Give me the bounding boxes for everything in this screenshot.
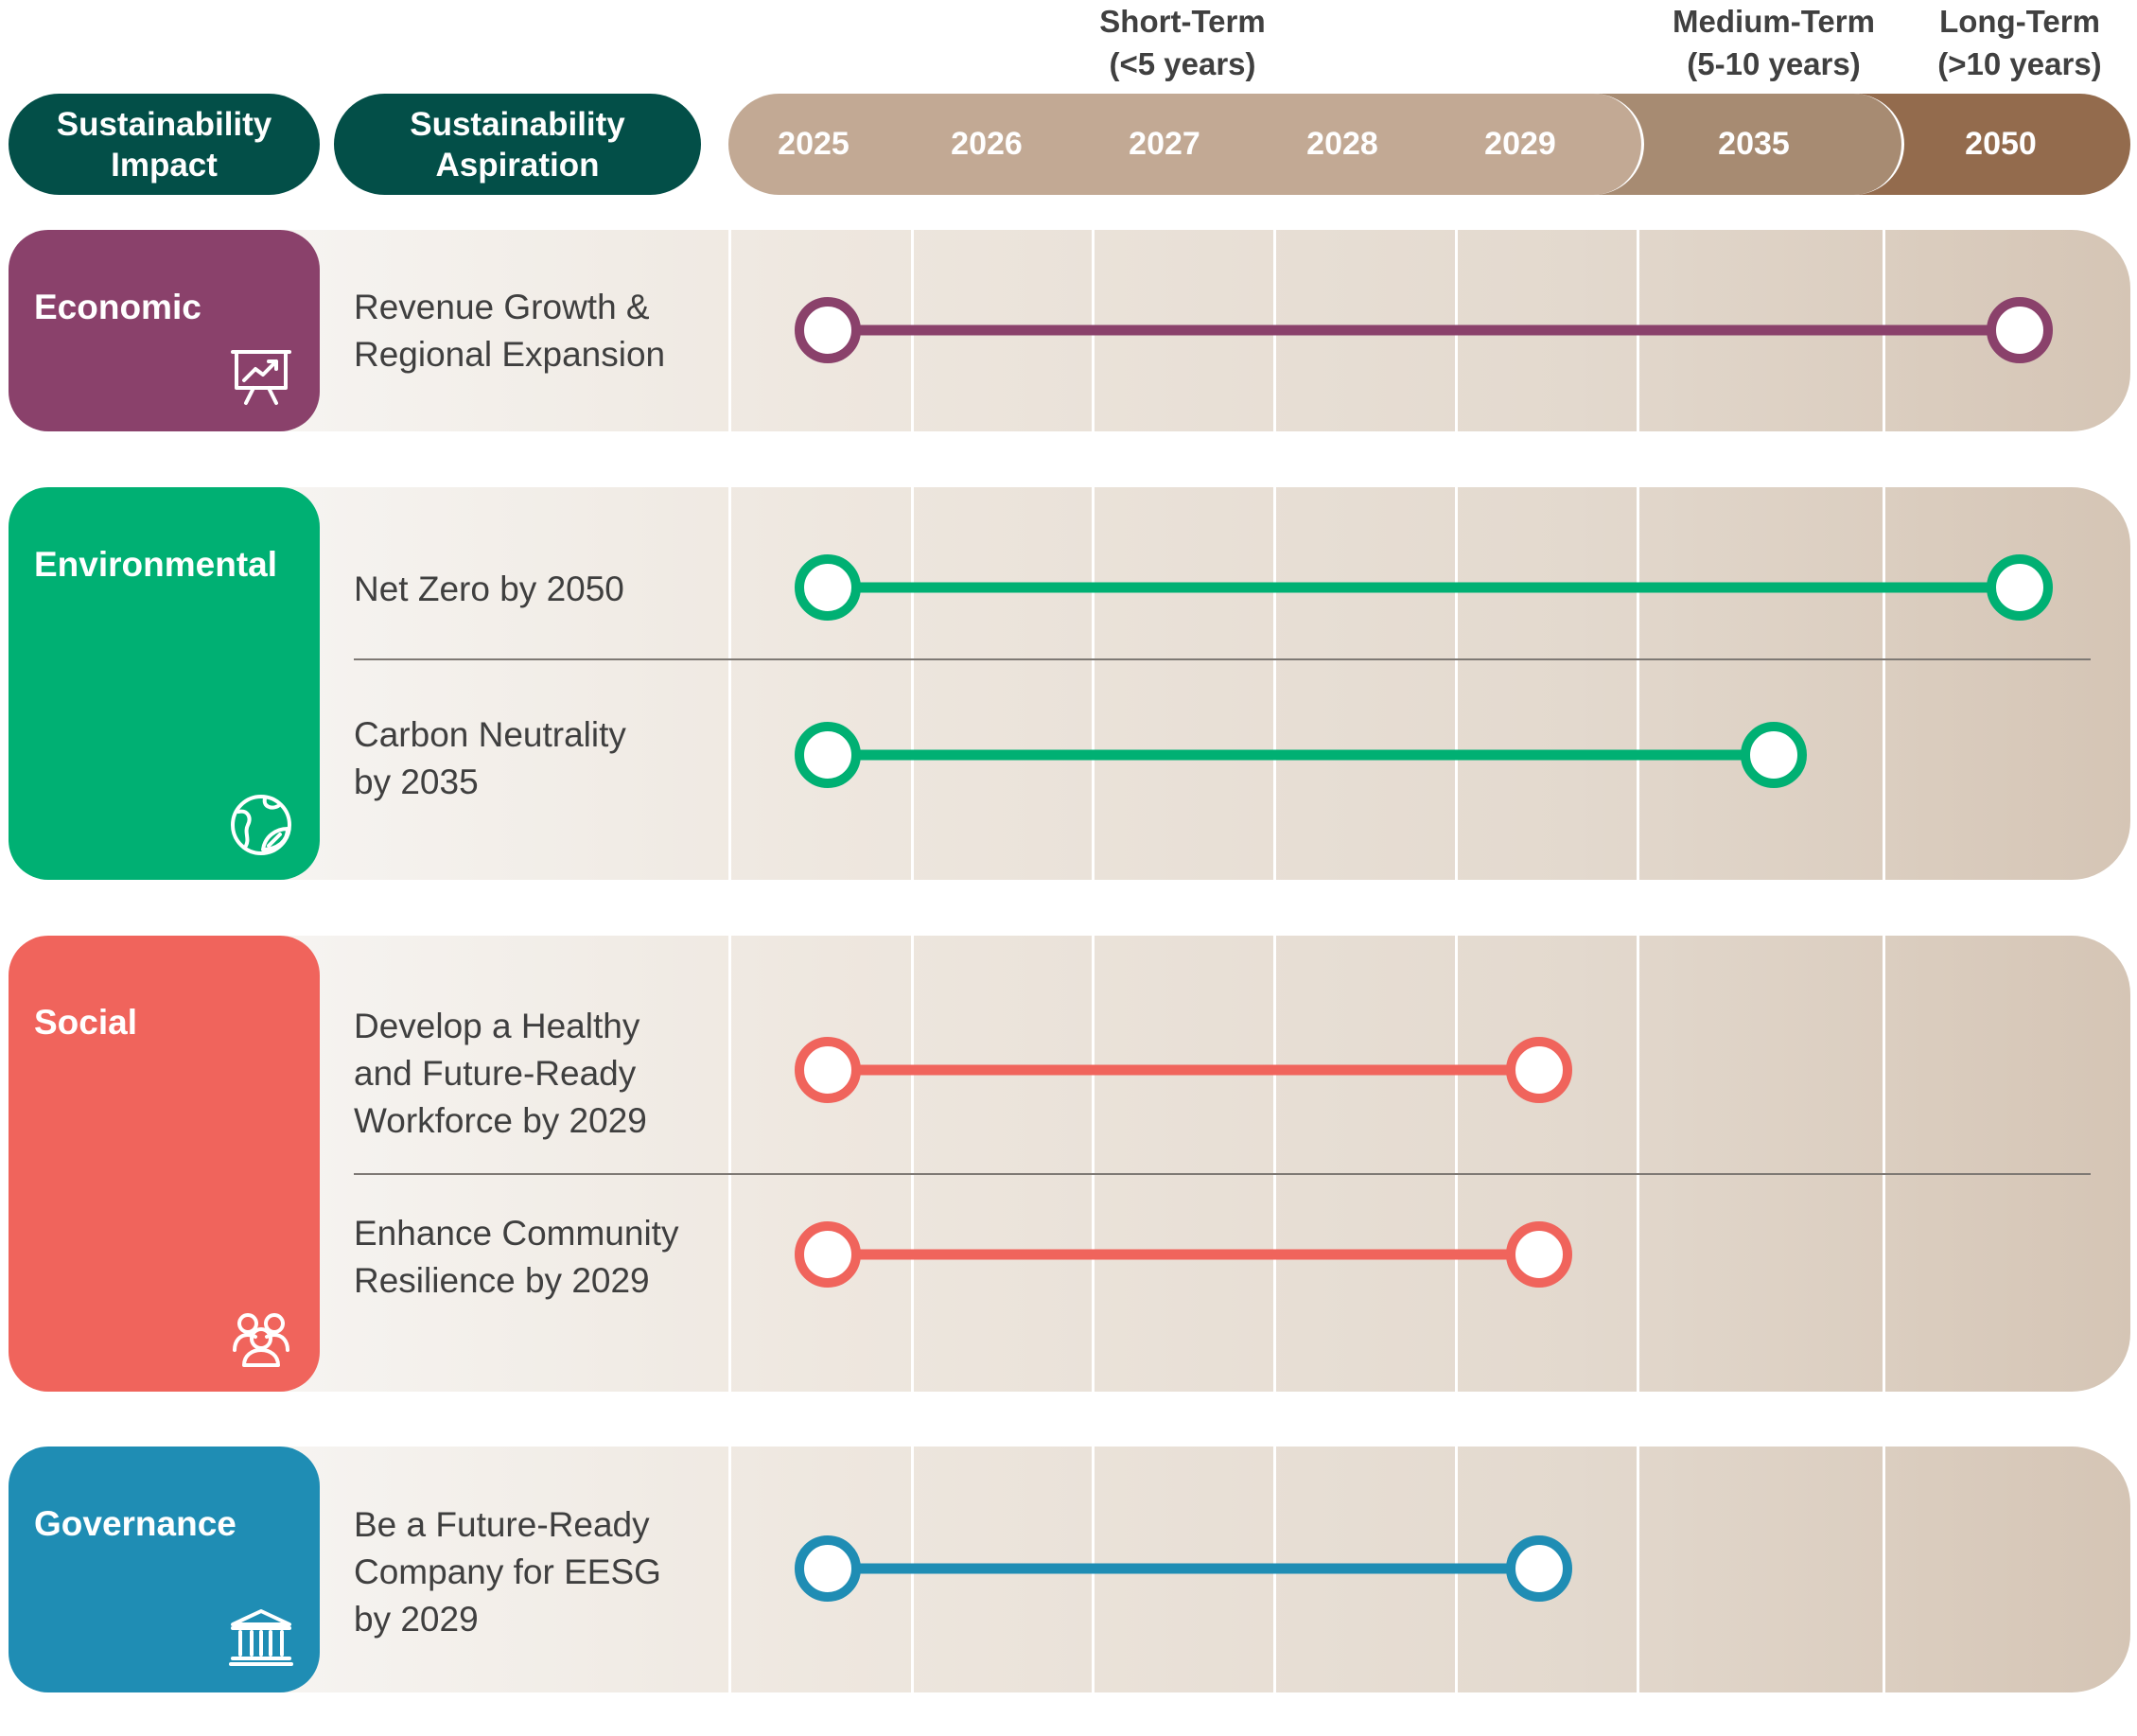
aspiration-healthy-workforce: Develop a Healthy and Future-Ready Workf… [354, 1007, 647, 1140]
social-row-panel [274, 936, 2130, 1392]
timeline-marker-economic-1-end [1987, 297, 2053, 363]
year-label-2029: 2029 [1484, 126, 1556, 162]
year-label-2026: 2026 [951, 126, 1023, 162]
timeline-marker-economic-1-start [795, 297, 861, 363]
timeline-marker-environmental-1-end [1987, 554, 2053, 621]
timeline-marker-governance-1-start [795, 1535, 861, 1602]
environmental-row-panel [274, 487, 2130, 880]
timeline-marker-environmental-2-start [795, 722, 861, 788]
short-term-label: Short-Term (<5 years) [1099, 4, 1266, 81]
short-term-segment [728, 94, 1644, 195]
timeline-marker-social-1-start [795, 1037, 861, 1103]
year-label-2028: 2028 [1306, 126, 1378, 162]
social-label: Social [34, 1003, 137, 1042]
presentation-chart-icon [231, 350, 291, 405]
timeline-marker-environmental-2-end [1741, 722, 1807, 788]
aspiration-revenue-growth: Revenue Growth & Regional Expansion [354, 288, 666, 374]
governance-label: Governance [34, 1504, 236, 1543]
timeline-marker-environmental-1-start [795, 554, 861, 621]
aspiration-future-ready-company: Be a Future-Ready Company for EESG by 20… [354, 1505, 661, 1639]
impact-header: Sustainability Impact [9, 94, 320, 195]
social-card: Social [9, 936, 320, 1392]
environmental-label: Environmental [34, 545, 277, 584]
timeline-marker-social-2-end [1506, 1221, 1572, 1288]
people-group-icon [233, 1313, 289, 1367]
aspiration-carbon-neutrality: Carbon Neutrality by 2035 [354, 715, 626, 801]
economic-label: Economic [34, 288, 201, 326]
earth-leaf-icon [231, 795, 291, 855]
year-label-2035: 2035 [1718, 126, 1790, 162]
year-bar: 2025 2026 2027 2028 2029 2035 2050 [728, 94, 2130, 195]
bank-building-icon [229, 1609, 293, 1666]
governance-card: Governance [9, 1447, 320, 1692]
year-label-2050: 2050 [1965, 126, 2037, 162]
year-label-2027: 2027 [1129, 126, 1200, 162]
timeline-marker-social-2-start [795, 1221, 861, 1288]
aspiration-community-resilience: Enhance Community Resilience by 2029 [354, 1214, 679, 1300]
year-label-2025: 2025 [778, 126, 850, 162]
social-row-separator [354, 1173, 2091, 1175]
aspiration-header: Sustainability Aspiration [334, 94, 701, 195]
environmental-card: Environmental [9, 487, 320, 880]
environmental-row-separator [354, 658, 2091, 660]
timeline-marker-social-1-end [1506, 1037, 1572, 1103]
long-term-label: Long-Term (>10 years) [1937, 4, 2102, 81]
timeline-marker-governance-1-end [1506, 1535, 1572, 1602]
aspiration-net-zero: Net Zero by 2050 [354, 570, 624, 608]
economic-card: Economic [9, 230, 320, 431]
medium-term-label: Medium-Term (5-10 years) [1673, 4, 1875, 81]
